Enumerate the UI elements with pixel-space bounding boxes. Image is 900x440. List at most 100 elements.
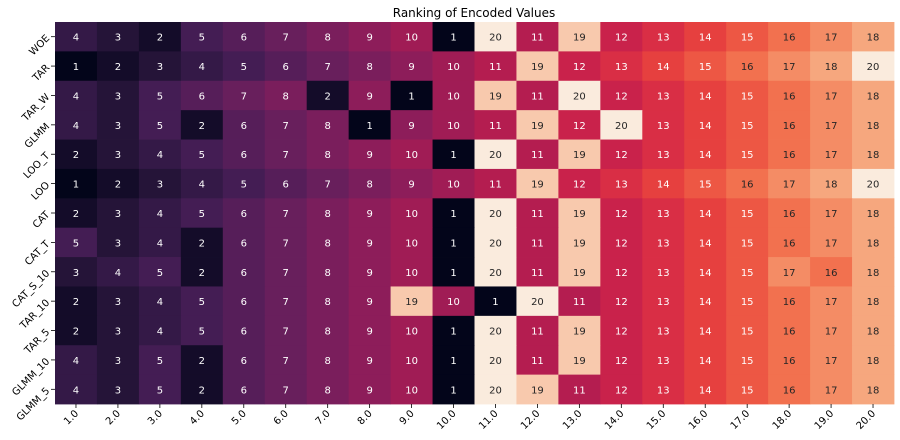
cell-value-label: 2	[324, 91, 330, 102]
heatmap-cell	[180, 315, 224, 346]
heatmap-cell	[348, 198, 391, 229]
cell-value-label: 19	[531, 121, 544, 132]
cell-value-label: 17	[825, 91, 838, 102]
cell-value-label: 18	[867, 33, 880, 44]
heatmap-cell	[474, 315, 517, 346]
cell-value-label: 2	[199, 356, 205, 367]
heatmap-cell	[768, 139, 811, 170]
cell-value-label: 20	[489, 209, 502, 220]
heatmap-cell	[432, 80, 475, 111]
cell-value-label: 15	[741, 327, 754, 338]
heatmap-cell	[558, 286, 601, 317]
cell-value-label: 7	[283, 268, 289, 279]
heatmap-cell	[810, 110, 853, 140]
cell-value-label: 10	[405, 268, 418, 279]
cell-value-label: 4	[73, 33, 79, 44]
y-tick-labels: WOETARTAR_WGLMMLOO_TLOOCATCAT_TCAT_S_10T…	[10, 33, 55, 423]
cell-value-label: 1	[450, 33, 456, 44]
cell-value-label: 18	[867, 385, 880, 396]
x-tick-label: 20.0	[855, 408, 879, 432]
y-tick-label: LOO_T	[22, 150, 53, 181]
heatmap-cell	[684, 315, 727, 346]
cell-value-label: 4	[199, 62, 205, 73]
heatmap-cell	[180, 374, 224, 405]
cell-value-label: 13	[657, 268, 670, 279]
cell-value-label: 14	[699, 268, 712, 279]
cell-value-label: 9	[366, 209, 372, 220]
chart-title: Ranking of Encoded Values	[393, 6, 556, 20]
heatmap-cell	[55, 286, 98, 317]
cell-value-label: 2	[157, 33, 163, 44]
cell-value-label: 10	[447, 180, 460, 191]
heatmap-cell	[306, 345, 350, 376]
cell-value-label: 16	[825, 268, 838, 279]
cell-value-label: 19	[531, 180, 544, 191]
heatmap-cell	[264, 80, 308, 111]
cell-value-label: 9	[366, 238, 372, 249]
cell-value-label: 14	[699, 327, 712, 338]
cell-value-label: 17	[825, 297, 838, 308]
cell-value-label: 12	[573, 180, 586, 191]
heatmap-cell	[96, 198, 140, 229]
cell-value-label: 5	[199, 209, 205, 220]
cell-value-label: 9	[366, 150, 372, 161]
cell-value-label: 15	[741, 385, 754, 396]
heatmap-cell	[810, 227, 853, 258]
heatmap-cell	[600, 374, 643, 405]
cell-value-label: 6	[241, 33, 247, 44]
cell-value-label: 15	[741, 121, 754, 132]
cell-value-label: 18	[867, 327, 880, 338]
heatmap-cell	[810, 345, 853, 376]
cell-value-label: 13	[657, 209, 670, 220]
cell-value-label: 20	[489, 356, 502, 367]
heatmap-cell	[55, 168, 98, 199]
heatmap-cell	[138, 374, 182, 405]
cell-value-label: 12	[615, 33, 628, 44]
cell-value-label: 19	[573, 327, 586, 338]
cell-value-label: 6	[241, 385, 247, 396]
cell-value-label: 6	[241, 356, 247, 367]
cell-value-label: 15	[699, 180, 712, 191]
cell-value-label: 5	[157, 268, 163, 279]
heatmap-cell	[726, 80, 769, 111]
cell-value-label: 19	[573, 150, 586, 161]
cell-value-label: 7	[283, 327, 289, 338]
cell-value-label: 20	[615, 121, 628, 132]
heatmap-cell	[684, 257, 727, 287]
x-tick-label: 8.0	[356, 408, 375, 427]
cell-value-label: 9	[408, 121, 414, 132]
heatmap-cell	[306, 286, 350, 317]
heatmap-cell	[558, 80, 601, 111]
cell-value-label: 14	[699, 385, 712, 396]
heatmap-cell	[726, 315, 769, 346]
heatmap-cell	[768, 51, 811, 82]
cell-value-label: 2	[199, 238, 205, 249]
cell-value-label: 9	[366, 268, 372, 279]
heatmap-cell	[558, 257, 601, 287]
cell-value-label: 3	[115, 91, 121, 102]
cell-value-label: 1	[450, 356, 456, 367]
heatmap-cell	[810, 315, 853, 346]
cell-value-label: 5	[73, 238, 79, 249]
heatmap-cell	[96, 345, 140, 376]
heatmap-cell	[180, 227, 224, 258]
cell-value-label: 8	[324, 121, 330, 132]
heatmap-cell	[810, 22, 853, 52]
heatmap-cell	[264, 345, 308, 376]
x-tick-label: 7.0	[314, 408, 333, 427]
heatmap-cell	[852, 198, 895, 229]
cell-value-label: 6	[241, 327, 247, 338]
heatmap-cell	[306, 139, 350, 170]
heatmap-cell	[474, 257, 517, 287]
cell-value-label: 18	[867, 297, 880, 308]
cell-value-label: 4	[73, 91, 79, 102]
heatmap-cell	[474, 374, 517, 405]
cell-value-label: 2	[199, 268, 205, 279]
cell-value-label: 7	[283, 238, 289, 249]
cell-value-label: 6	[199, 91, 205, 102]
heatmap-cell	[474, 198, 517, 229]
heatmap-cell	[390, 227, 433, 258]
cell-value-label: 12	[615, 150, 628, 161]
cell-value-label: 12	[615, 268, 628, 279]
heatmap-cell	[726, 257, 769, 287]
